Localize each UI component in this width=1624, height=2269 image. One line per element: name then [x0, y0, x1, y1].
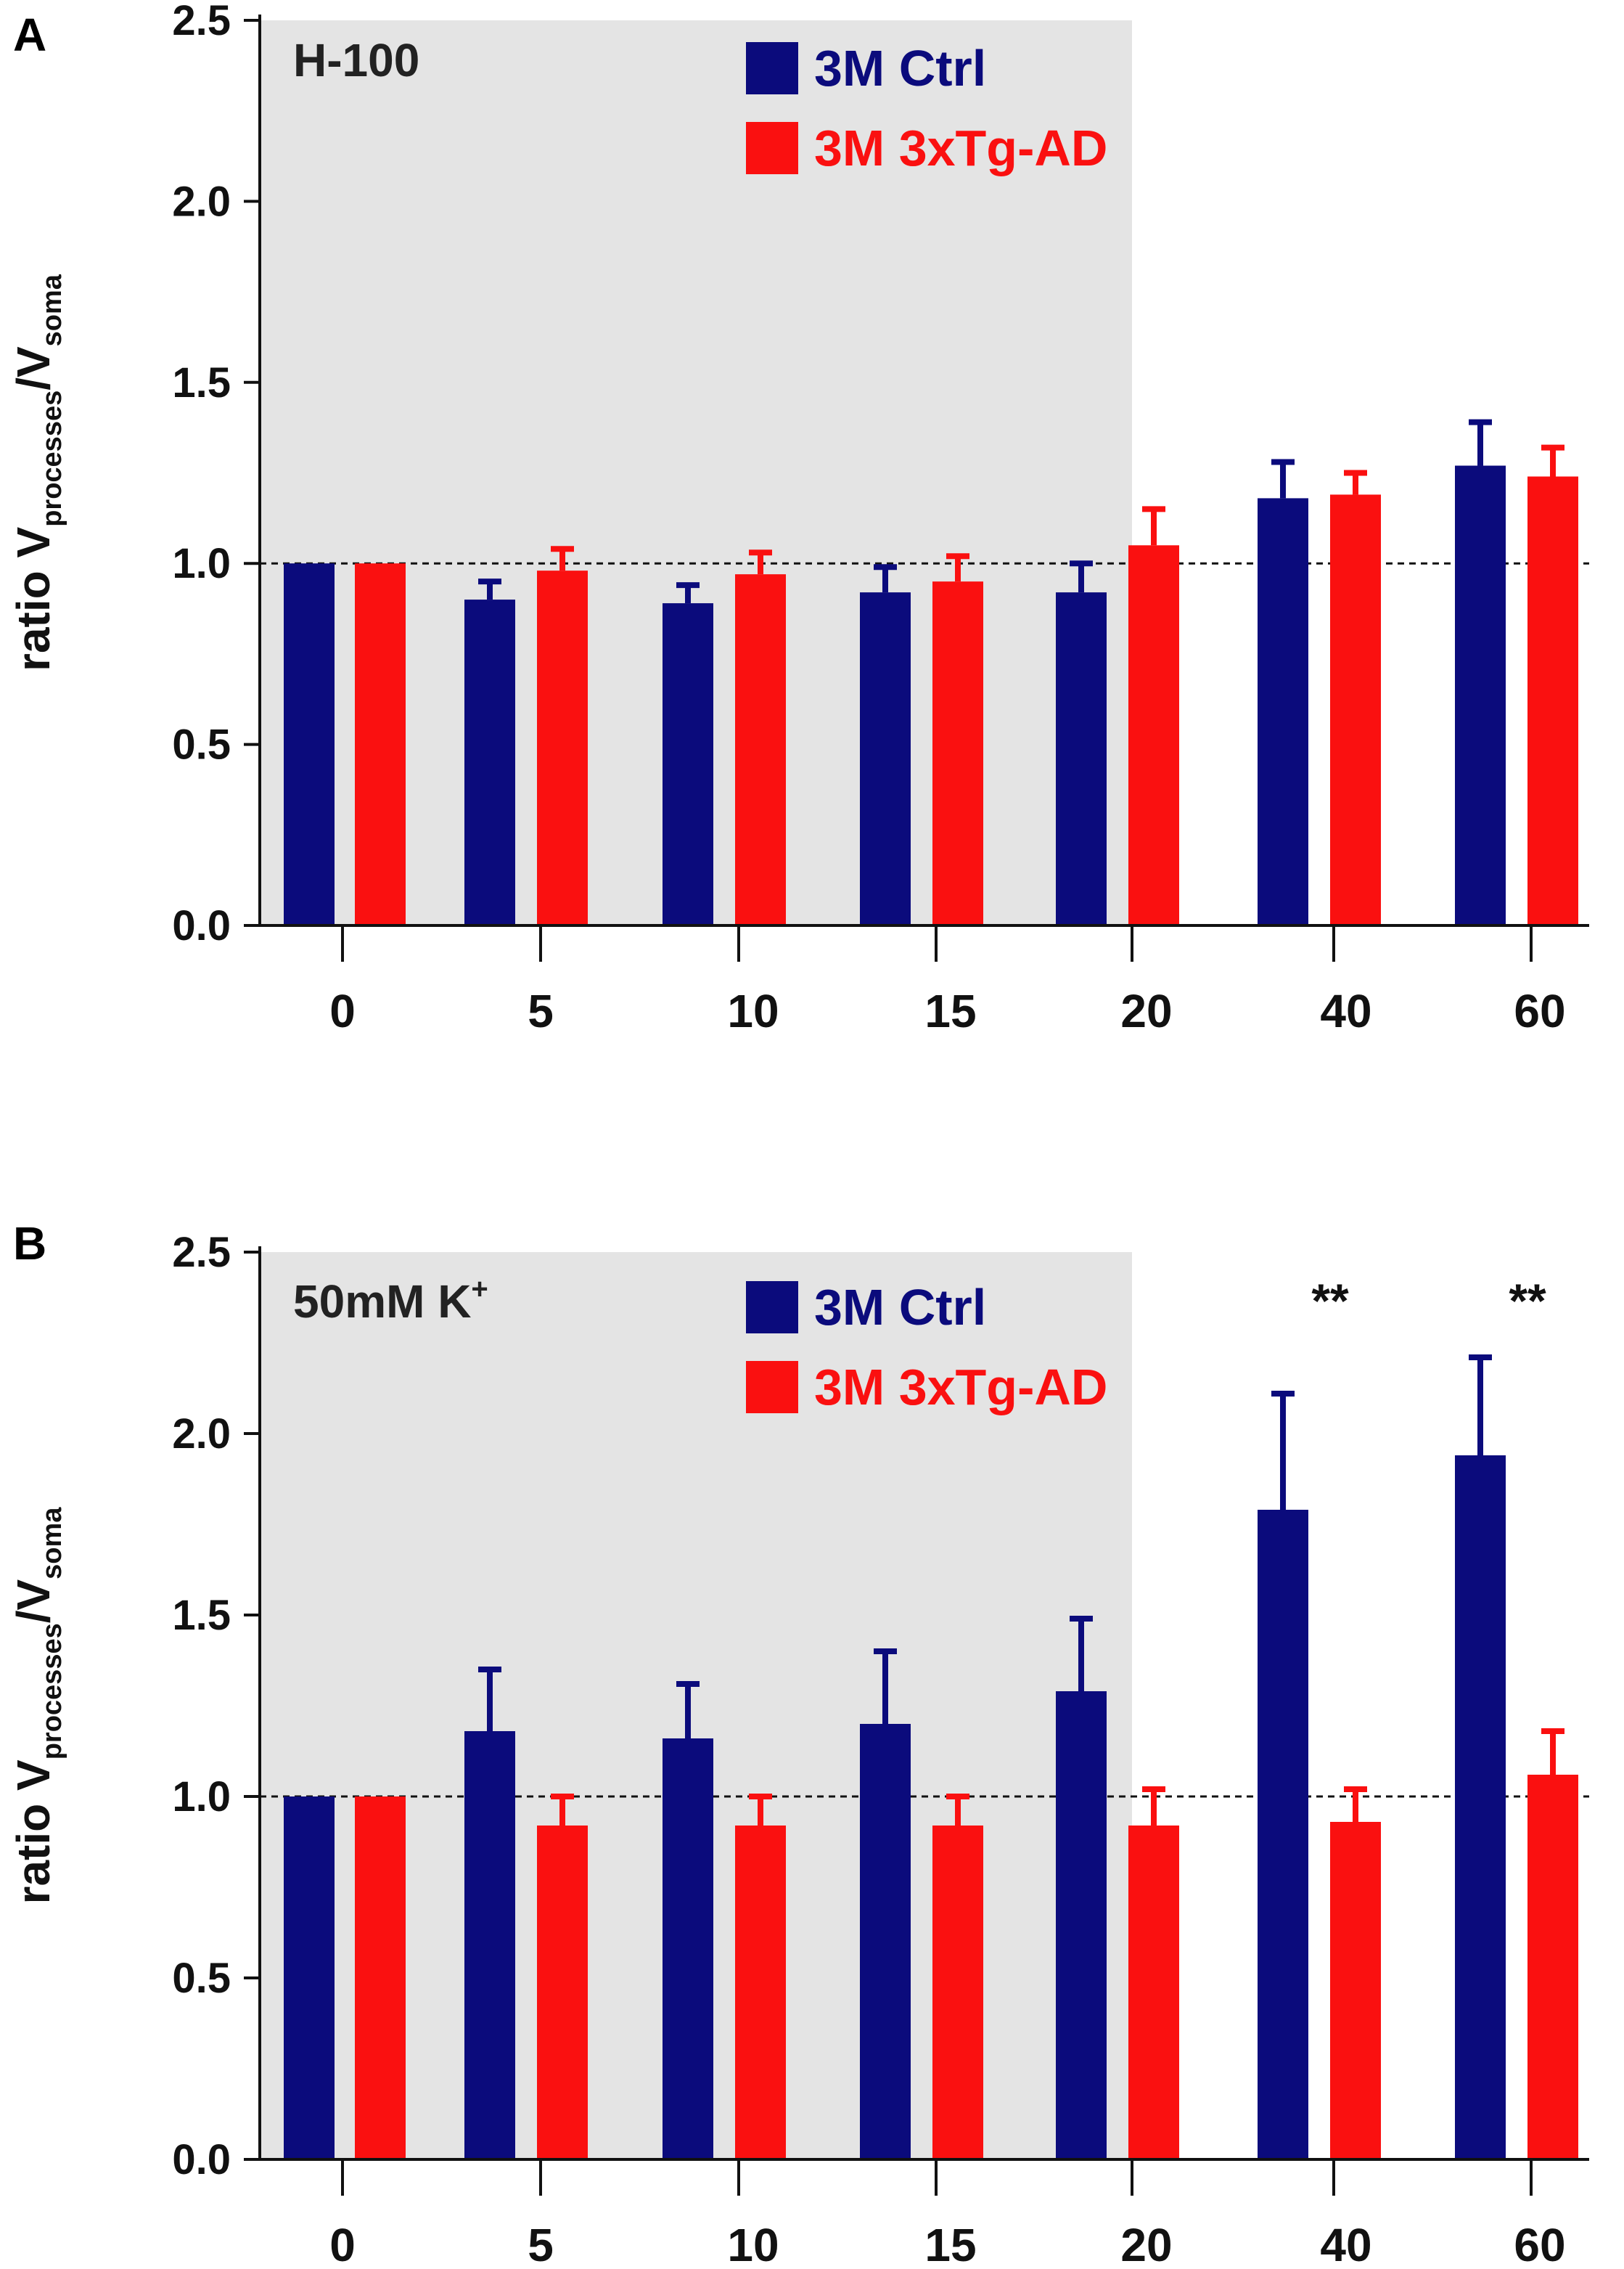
legend-swatch-ctrl [746, 42, 798, 94]
bar-tg-20 [1128, 1826, 1179, 2159]
y-tick-label: 1.5 [172, 359, 231, 406]
y-axis-title-part: soma [37, 1507, 67, 1579]
bar-ctrl-40 [1258, 498, 1308, 925]
y-tick-label: 0.0 [172, 902, 231, 949]
y-tick-label: 2.0 [172, 1410, 231, 1458]
legend-swatch-tg [746, 1361, 798, 1413]
y-tick-label: 0.0 [172, 2136, 231, 2183]
bar-tg-5 [537, 571, 588, 925]
panel-title-sup: + [471, 1273, 488, 1305]
y-tick-label: 2.0 [172, 178, 231, 225]
y-tick-label: 2.5 [172, 0, 231, 44]
bar-tg-5 [537, 1826, 588, 2159]
x-tick-label: 5 [528, 2219, 554, 2269]
y-axis-title-part: ratio V [7, 526, 60, 671]
panel-title: H-100 [293, 34, 419, 86]
legend-swatch-tg [746, 122, 798, 174]
x-tick-label: 40 [1320, 2219, 1371, 2269]
bar-tg-10 [735, 574, 786, 925]
legend-swatch-ctrl [746, 1281, 798, 1333]
bar-ctrl-10 [663, 603, 713, 925]
bar-tg-60 [1527, 1775, 1578, 2159]
x-tick-label: 60 [1514, 2219, 1565, 2269]
bar-tg-15 [932, 581, 983, 925]
bar-ctrl-0 [284, 1796, 335, 2159]
significance-marker: ** [1509, 1274, 1546, 1328]
y-axis-title-part: processes [37, 1623, 67, 1759]
bar-tg-15 [932, 1826, 983, 2159]
x-tick-label: 15 [924, 2219, 976, 2269]
bar-ctrl-40 [1258, 1510, 1308, 2159]
bar-ctrl-20 [1056, 592, 1107, 925]
x-tick-label: 5 [528, 985, 554, 1037]
bar-ctrl-60 [1455, 1455, 1506, 2159]
x-tick-label: 15 [924, 985, 976, 1037]
x-tick-label: 40 [1320, 985, 1371, 1037]
y-tick-label: 0.5 [172, 1955, 231, 2002]
x-tick-label: 10 [727, 985, 779, 1037]
bar-ctrl-60 [1455, 465, 1506, 925]
panel-b: 0.0 0.5 1.0 1.5 2.0 2.5 0 5 10 15 20 40 60 B 50mM K+ 3M… [7, 1217, 1589, 2269]
bar-tg-0 [355, 563, 406, 925]
x-tick-label: 0 [329, 2219, 356, 2269]
y-axis-title-part: /V [7, 346, 60, 391]
y-tick-label: 1.0 [172, 1773, 231, 1820]
y-axis-title: ratio Vprocesses/Vsoma [7, 1507, 67, 1905]
y-tick-label: 0.5 [172, 721, 231, 769]
panel-a: 0.0 0.5 1.0 1.5 2.0 2.5 0 5 10 15 20 40 60 A H-100 3M C… [7, 0, 1589, 1037]
bar-tg-40 [1330, 1822, 1381, 2159]
y-axis-title-part: processes [37, 391, 67, 527]
significance-marker: ** [1311, 1274, 1349, 1328]
bar-ctrl-5 [464, 1731, 515, 2159]
y-tick-label: 1.5 [172, 1592, 231, 1639]
legend-label-tg: 3M 3xTg-AD [814, 120, 1107, 176]
bar-tg-10 [735, 1826, 786, 2159]
bar-ctrl-5 [464, 600, 515, 925]
x-tick-label: 20 [1120, 2219, 1172, 2269]
bar-ctrl-15 [860, 1724, 911, 2159]
panel-letter: B [13, 1217, 46, 1270]
bar-ctrl-15 [860, 592, 911, 925]
bar-tg-40 [1330, 494, 1381, 925]
legend-label-ctrl: 3M Ctrl [814, 40, 986, 97]
panel-title: 50mM K+ [293, 1273, 488, 1328]
bar-ctrl-0 [284, 563, 335, 925]
x-tick-label: 0 [329, 985, 356, 1037]
y-axis-title-part: /V [7, 1579, 60, 1624]
x-tick-label: 10 [727, 2219, 779, 2269]
bar-tg-20 [1128, 545, 1179, 925]
legend-label-ctrl: 3M Ctrl [814, 1279, 986, 1336]
y-tick-label: 1.0 [172, 540, 231, 587]
legend-label-tg: 3M 3xTg-AD [814, 1359, 1107, 1415]
y-axis-title: ratio Vprocesses/Vsoma [7, 274, 67, 671]
y-axis-title-part: soma [37, 274, 67, 346]
bar-ctrl-10 [663, 1738, 713, 2159]
bar-ctrl-20 [1056, 1691, 1107, 2159]
y-tick-label: 2.5 [172, 1229, 231, 1276]
x-tick-label: 20 [1120, 985, 1172, 1037]
x-tick-label: 60 [1514, 985, 1565, 1037]
bar-tg-0 [355, 1796, 406, 2159]
y-axis-title-part: ratio V [7, 1759, 60, 1904]
bar-tg-60 [1527, 476, 1578, 925]
panel-letter: A [13, 9, 46, 61]
